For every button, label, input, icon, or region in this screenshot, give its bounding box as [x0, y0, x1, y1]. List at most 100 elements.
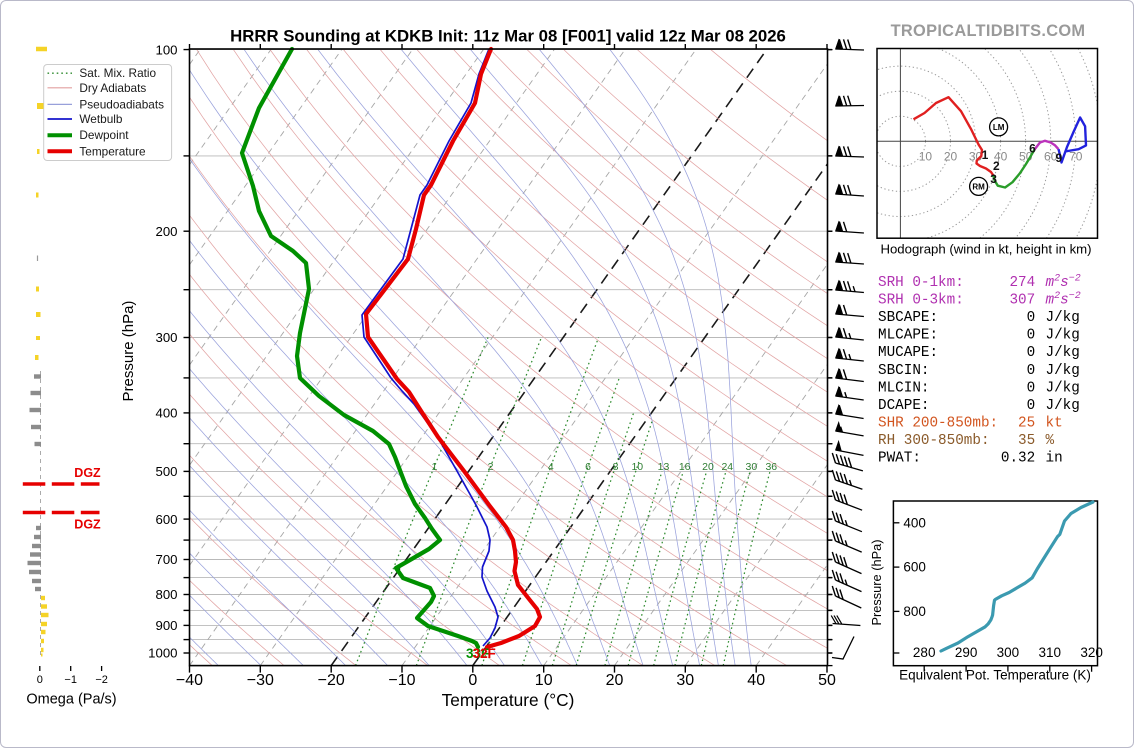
- svg-text:Dry Adiabats: Dry Adiabats: [79, 81, 146, 95]
- svg-text:MUCAPE:: MUCAPE:: [878, 345, 938, 361]
- svg-text:20: 20: [702, 461, 714, 473]
- svg-text:70: 70: [1069, 150, 1083, 164]
- svg-text:33F: 33F: [466, 646, 489, 661]
- svg-text:30: 30: [676, 672, 694, 689]
- svg-text:100: 100: [155, 42, 177, 57]
- svg-text:40: 40: [747, 672, 765, 689]
- svg-text:700: 700: [155, 552, 177, 567]
- svg-text:20: 20: [944, 150, 958, 164]
- svg-text:25: 25: [1018, 415, 1035, 431]
- svg-text:2: 2: [488, 461, 494, 473]
- svg-text:in: in: [1046, 451, 1063, 467]
- svg-text:SRH 0-3km:: SRH 0-3km:: [878, 293, 964, 309]
- svg-text:DGZ: DGZ: [74, 466, 101, 480]
- svg-text:307: 307: [1009, 293, 1035, 309]
- svg-text:2: 2: [993, 159, 1000, 173]
- svg-text:0: 0: [1027, 363, 1036, 379]
- svg-text:10: 10: [919, 150, 933, 164]
- svg-text:320: 320: [1080, 645, 1103, 660]
- svg-text:274: 274: [1009, 275, 1035, 291]
- svg-text:0.32: 0.32: [1001, 451, 1035, 467]
- svg-text:Equivalent Pot. Temperature (K: Equivalent Pot. Temperature (K): [899, 668, 1091, 683]
- svg-text:20: 20: [606, 672, 624, 689]
- svg-text:60: 60: [1044, 150, 1058, 164]
- svg-text:Pseudoadiabats: Pseudoadiabats: [79, 97, 164, 111]
- svg-text:1000: 1000: [148, 646, 177, 661]
- svg-text:35: 35: [1018, 433, 1035, 449]
- svg-text:PWAT:: PWAT:: [878, 451, 921, 467]
- svg-text:−20: −20: [318, 672, 345, 689]
- svg-text:DGZ: DGZ: [74, 518, 101, 532]
- svg-text:280: 280: [913, 645, 936, 660]
- svg-text:800: 800: [903, 604, 926, 619]
- svg-text:40: 40: [994, 150, 1008, 164]
- svg-text:310: 310: [1039, 645, 1062, 660]
- svg-text:SBCAPE:: SBCAPE:: [878, 310, 938, 326]
- svg-text:J/kg: J/kg: [1046, 398, 1080, 414]
- svg-text:0: 0: [1027, 380, 1036, 396]
- svg-text:Sat. Mix. Ratio: Sat. Mix. Ratio: [79, 66, 156, 80]
- svg-text:Pressure (hPa): Pressure (hPa): [120, 301, 137, 402]
- svg-text:6: 6: [585, 461, 591, 473]
- svg-text:RH 300-850mb:: RH 300-850mb:: [878, 433, 990, 449]
- svg-text:J/kg: J/kg: [1046, 310, 1080, 326]
- svg-text:1: 1: [431, 461, 437, 473]
- svg-text:Omega (Pa/s): Omega (Pa/s): [26, 692, 116, 708]
- svg-text:16: 16: [679, 461, 691, 473]
- svg-text:36: 36: [765, 461, 777, 473]
- svg-text:4: 4: [548, 461, 554, 473]
- svg-text:J/kg: J/kg: [1046, 380, 1080, 396]
- svg-text:J/kg: J/kg: [1046, 345, 1080, 361]
- svg-text:300: 300: [997, 645, 1020, 660]
- svg-text:500: 500: [155, 464, 177, 479]
- svg-text:Wetbulb: Wetbulb: [79, 112, 123, 126]
- svg-text:Temperature (°C): Temperature (°C): [442, 690, 575, 710]
- svg-text:10: 10: [631, 461, 643, 473]
- svg-text:30: 30: [746, 461, 758, 473]
- svg-text:800: 800: [155, 587, 177, 602]
- svg-text:0: 0: [1027, 328, 1036, 344]
- svg-text:−40: −40: [176, 672, 203, 689]
- svg-text:600: 600: [903, 560, 926, 575]
- svg-text:9: 9: [1055, 151, 1062, 165]
- svg-text:DCAPE:: DCAPE:: [878, 398, 929, 414]
- svg-text:0: 0: [37, 674, 43, 686]
- svg-text:0: 0: [1027, 310, 1036, 326]
- svg-text:290: 290: [955, 645, 978, 660]
- svg-text:400: 400: [903, 515, 926, 530]
- svg-text:m2s−2: m2s−2: [1046, 274, 1081, 292]
- svg-text:SHR 200-850mb:: SHR 200-850mb:: [878, 415, 998, 431]
- svg-text:Hodograph (wind in kt, height: Hodograph (wind in kt, height in km): [880, 242, 1091, 257]
- svg-text:MLCAPE:: MLCAPE:: [878, 328, 938, 344]
- svg-text:0: 0: [1027, 398, 1036, 414]
- svg-text:SBCIN:: SBCIN:: [878, 363, 929, 379]
- svg-text:−10: −10: [388, 672, 415, 689]
- svg-text:Pressure (hPa): Pressure (hPa): [869, 539, 884, 625]
- svg-text:TROPICALTIDBITS.COM: TROPICALTIDBITS.COM: [891, 22, 1086, 40]
- svg-text:6: 6: [1029, 142, 1036, 156]
- svg-text:30: 30: [969, 150, 983, 164]
- svg-text:J/kg: J/kg: [1046, 328, 1080, 344]
- svg-text:8: 8: [613, 461, 619, 473]
- svg-text:−30: −30: [247, 672, 274, 689]
- svg-text:MLCIN:: MLCIN:: [878, 380, 929, 396]
- svg-text:600: 600: [155, 512, 177, 527]
- svg-text:50: 50: [818, 672, 836, 689]
- svg-text:200: 200: [155, 224, 177, 239]
- svg-text:3: 3: [990, 172, 997, 186]
- svg-text:900: 900: [155, 618, 177, 633]
- svg-text:1: 1: [982, 148, 989, 162]
- svg-text:300: 300: [155, 330, 177, 345]
- svg-text:SRH 0-1km:: SRH 0-1km:: [878, 275, 964, 291]
- svg-text:400: 400: [155, 406, 177, 421]
- svg-text:HRRR Sounding at KDKB Init: 11: HRRR Sounding at KDKB Init: 11z Mar 08 […: [230, 27, 786, 46]
- svg-text:0: 0: [468, 672, 477, 689]
- svg-text:%: %: [1046, 433, 1055, 449]
- svg-text:m2s−2: m2s−2: [1046, 291, 1081, 309]
- svg-text:13: 13: [658, 461, 670, 473]
- svg-text:Dewpoint: Dewpoint: [79, 128, 129, 142]
- svg-text:24: 24: [721, 461, 733, 473]
- svg-text:10: 10: [535, 672, 553, 689]
- svg-text:J/kg: J/kg: [1046, 363, 1080, 379]
- svg-text:Temperature: Temperature: [79, 144, 146, 158]
